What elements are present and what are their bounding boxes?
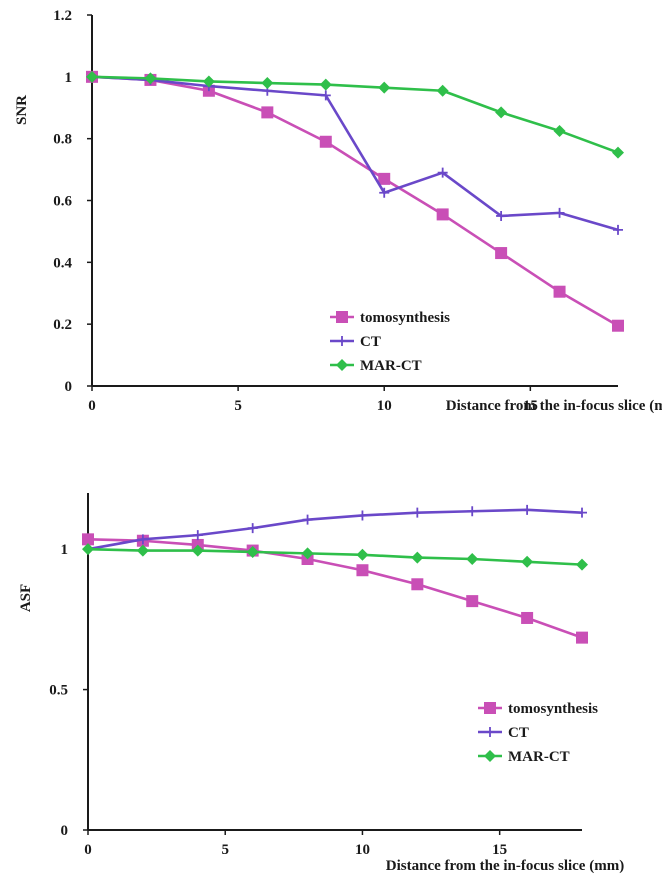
data-point <box>301 547 314 560</box>
data-point <box>319 78 332 91</box>
y-tick-label: 0.8 <box>53 132 72 148</box>
y-axis-label: ASF <box>18 584 34 612</box>
series-mar-ct <box>82 543 588 571</box>
data-point <box>302 514 313 525</box>
data-point <box>412 507 423 518</box>
data-point <box>553 285 566 298</box>
data-point <box>495 247 508 260</box>
data-point <box>522 504 533 515</box>
data-point <box>467 506 478 517</box>
series-line <box>87 508 583 551</box>
series-tomosynthesis <box>86 70 624 332</box>
y-tick-label: 0.6 <box>53 194 72 210</box>
x-tick-label: 5 <box>234 398 242 414</box>
legend-entry: MAR-CT <box>360 358 422 374</box>
x-tick-label: 0 <box>88 398 96 414</box>
x-tick-label: 0 <box>84 842 92 858</box>
data-point <box>466 595 479 608</box>
legend-marker <box>336 359 348 371</box>
y-tick-label: 1 <box>65 70 73 86</box>
legend-marker <box>337 336 347 346</box>
data-point <box>436 84 449 97</box>
data-point <box>246 545 259 558</box>
data-point <box>521 611 534 624</box>
data-point <box>192 530 203 541</box>
data-point <box>378 81 391 94</box>
data-point <box>612 146 624 159</box>
legend-marker <box>484 702 496 714</box>
data-point <box>411 578 424 591</box>
x-tick-label: 10 <box>355 842 370 858</box>
y-tick-label: 1 <box>61 542 69 558</box>
data-point <box>144 72 157 85</box>
data-point <box>191 544 204 557</box>
y-axis-label: SNR <box>14 95 30 125</box>
data-point <box>137 534 148 545</box>
data-point <box>553 124 566 137</box>
legend-marker <box>484 750 496 762</box>
data-point <box>466 552 479 565</box>
data-point <box>261 77 274 90</box>
data-point <box>261 106 274 119</box>
data-point <box>378 172 391 185</box>
data-point <box>356 548 369 561</box>
series-ct <box>87 71 623 235</box>
series-line <box>91 75 619 327</box>
data-point <box>495 106 508 119</box>
data-point <box>82 533 94 546</box>
legend-marker <box>485 727 495 737</box>
data-point <box>613 224 623 235</box>
legend-entry: CT <box>508 725 529 741</box>
y-tick-label: 0.2 <box>53 317 72 333</box>
data-point <box>356 564 369 577</box>
legend-entry: CT <box>360 334 381 350</box>
data-point <box>554 207 565 218</box>
x-tick-label: 10 <box>377 398 392 414</box>
data-point <box>202 75 215 88</box>
data-point <box>612 319 624 332</box>
data-point <box>379 187 390 198</box>
x-tick-label: 15 <box>492 842 507 858</box>
data-point <box>136 544 149 557</box>
series-line <box>91 75 619 232</box>
data-point <box>436 208 449 221</box>
data-point <box>357 510 368 521</box>
data-point <box>576 631 588 644</box>
series-line <box>91 75 619 154</box>
series-line <box>87 547 583 566</box>
legend: tomosynthesis CT MAR-CT <box>330 310 450 374</box>
legend-marker <box>336 311 348 323</box>
data-point <box>319 135 332 148</box>
x-axis-label: Distance from the in-focus slice (mm) <box>446 398 662 414</box>
series-mar-ct <box>86 70 624 159</box>
data-point <box>86 70 98 83</box>
legend: tomosynthesis CT MAR-CT <box>478 701 598 765</box>
data-point <box>576 558 588 571</box>
legend-entry: MAR-CT <box>508 749 570 765</box>
x-axis-label: Distance from the in-focus slice (mm) <box>386 858 624 874</box>
legend-entry: tomosynthesis <box>360 310 450 326</box>
data-point <box>496 210 507 221</box>
y-tick-label: 0 <box>65 379 73 395</box>
y-tick-label: 0 <box>61 823 69 839</box>
data-point <box>82 543 94 556</box>
series-ct <box>83 504 587 555</box>
y-tick-label: 1.2 <box>53 8 72 24</box>
x-tick-label: 5 <box>221 842 229 858</box>
data-point <box>521 555 534 568</box>
data-point <box>411 551 424 564</box>
series-line <box>87 538 583 639</box>
y-tick-label: 0.5 <box>49 683 68 699</box>
data-point <box>577 507 587 518</box>
y-tick-label: 0.4 <box>53 255 72 271</box>
legend-entry: tomosynthesis <box>508 701 598 717</box>
data-point <box>320 90 331 101</box>
data-point <box>437 167 448 178</box>
x-tick-label: 15 <box>523 398 538 414</box>
data-point <box>247 523 258 534</box>
